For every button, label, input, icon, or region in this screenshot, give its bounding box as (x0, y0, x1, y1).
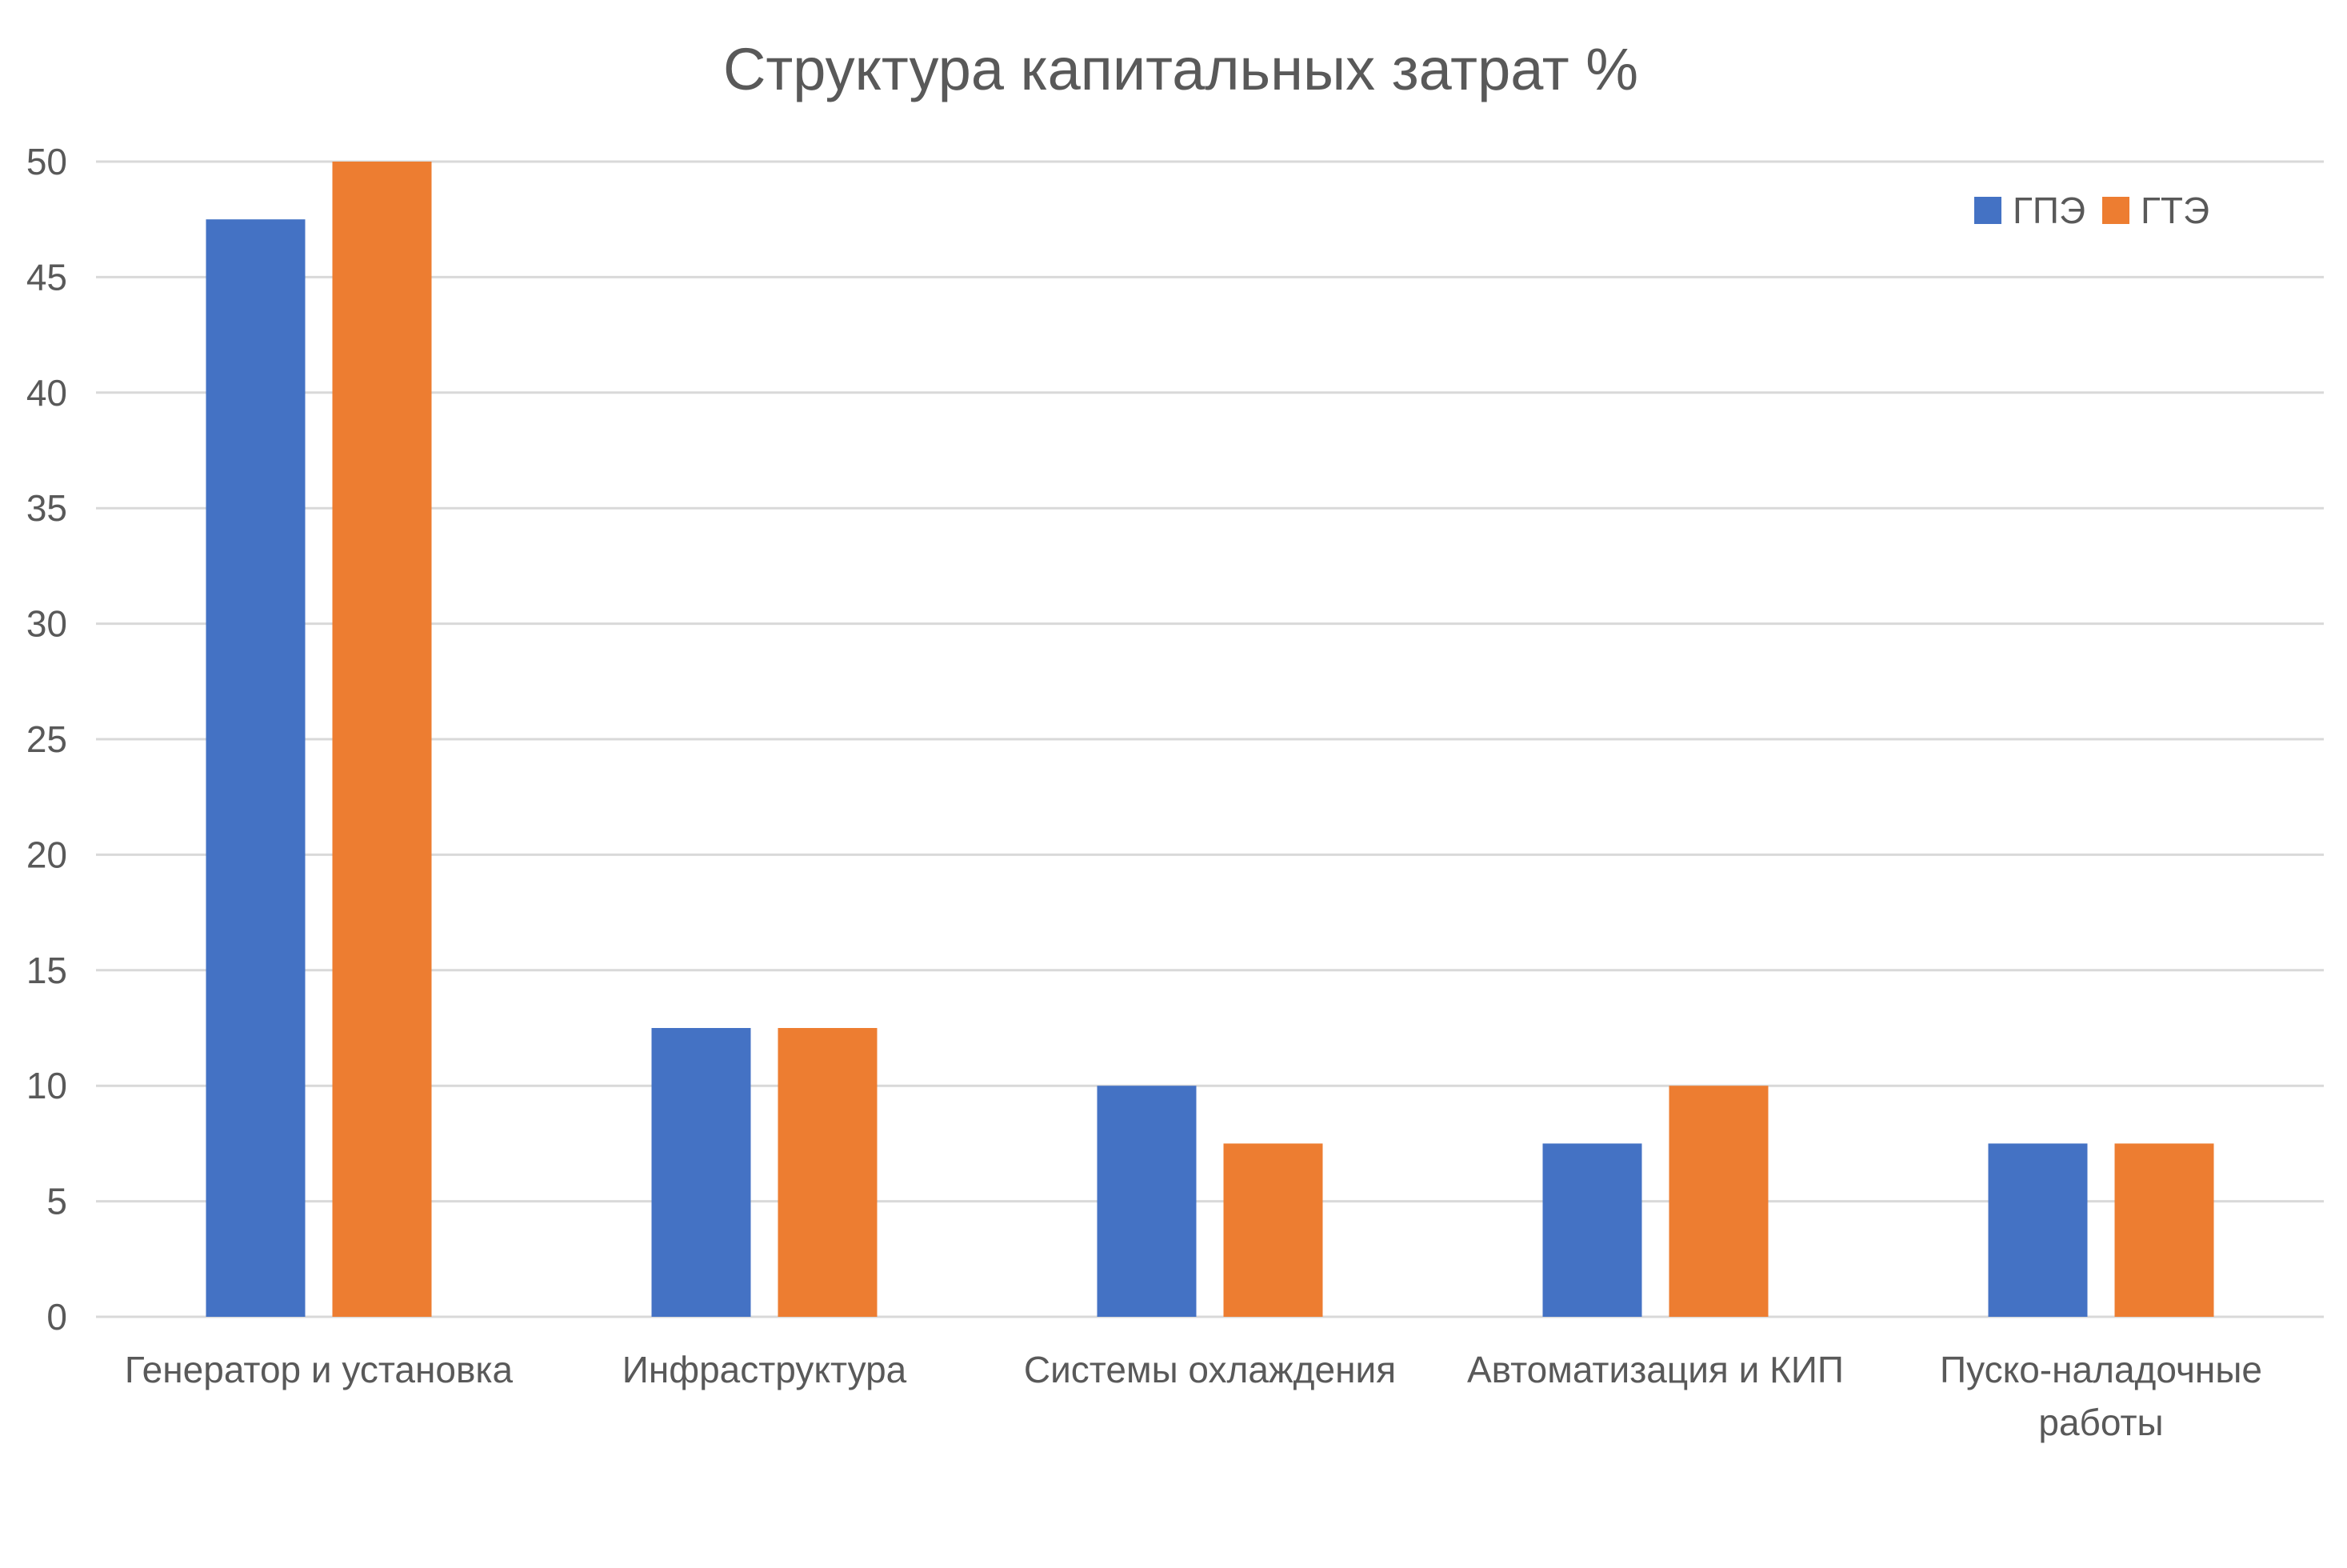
bar-ГТЭ-4 (2114, 1143, 2214, 1317)
y-tick-label: 25 (26, 718, 67, 760)
y-tick-label: 10 (26, 1065, 67, 1106)
bar-ГПЭ-3 (1542, 1143, 1642, 1317)
x-tick-label: Инфраструктура (622, 1349, 907, 1390)
x-tick-label: Пуско-наладочные работы (1940, 1349, 2262, 1443)
x-tick-label: Автоматизация и КИП (1467, 1349, 1844, 1390)
y-tick-label: 30 (26, 603, 67, 645)
x-tick-label: Системы охлаждения (1024, 1349, 1396, 1390)
y-tick-label: 45 (26, 256, 67, 298)
bar-ГПЭ-2 (1097, 1086, 1197, 1317)
bar-ГПЭ-0 (206, 219, 306, 1318)
legend: ГПЭ ГТЭ (1974, 190, 2209, 231)
gridlines (96, 160, 2324, 1318)
bar-ГПЭ-4 (1988, 1143, 2088, 1317)
legend-label: ГПЭ (2013, 190, 2085, 231)
y-tick-label: 15 (26, 950, 67, 991)
legend-label: ГТЭ (2141, 190, 2209, 231)
y-tick-label: 20 (26, 834, 67, 875)
chart-title: Структура капитальных затрат % (723, 36, 1638, 102)
bar-ГТЭ-3 (1669, 1086, 1769, 1317)
bar-ГТЭ-0 (332, 162, 432, 1317)
legend-swatch (2102, 197, 2129, 224)
x-axis-ticks: Генератор и установка Инфраструктура Систе… (125, 1349, 2262, 1443)
x-tick-label: Генератор и установка (125, 1349, 514, 1390)
y-tick-label: 5 (46, 1181, 67, 1222)
y-tick-label: 50 (26, 141, 67, 182)
y-axis-ticks: 0 5 10 15 20 25 30 35 40 45 50 (26, 141, 67, 1338)
y-tick-label: 35 (26, 487, 67, 529)
bars (206, 162, 2214, 1318)
bar-ГПЭ-1 (651, 1028, 751, 1317)
bar-ГТЭ-1 (778, 1028, 878, 1317)
bar-ГТЭ-2 (1223, 1143, 1323, 1317)
y-tick-label: 40 (26, 372, 67, 414)
y-tick-label: 0 (46, 1296, 67, 1338)
legend-swatch (1974, 197, 2001, 224)
